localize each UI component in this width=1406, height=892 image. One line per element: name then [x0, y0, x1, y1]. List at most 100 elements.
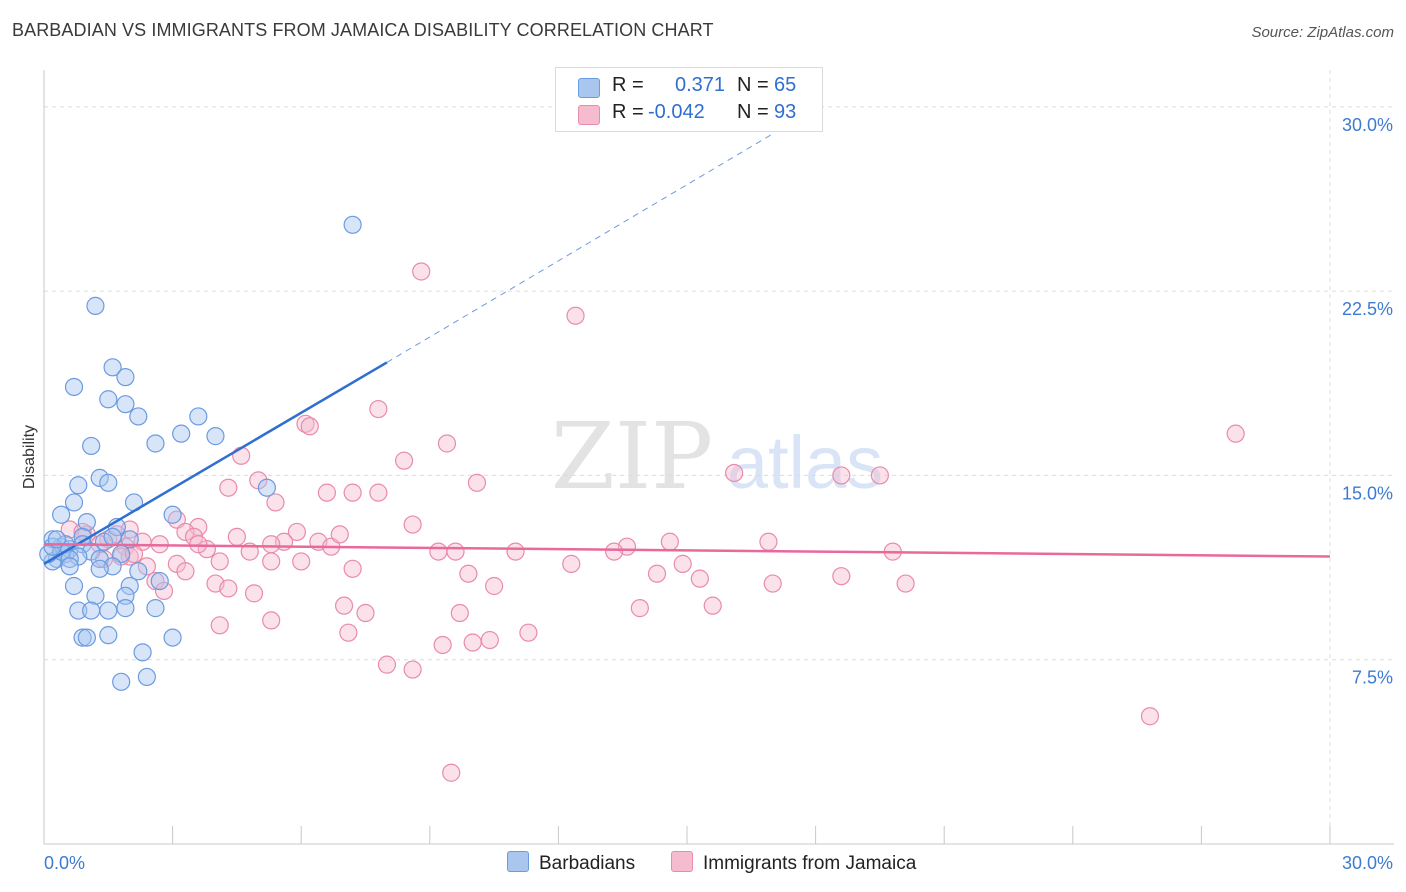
- point-barbadians-3: [64, 377, 84, 397]
- point-barbadians-13: [69, 476, 88, 495]
- point-jamaica-66: [832, 567, 851, 586]
- source-credit: Source: ZipAtlas.com: [1251, 24, 1394, 41]
- point-jamaica-21: [403, 515, 422, 534]
- point-jamaica-78: [433, 635, 452, 655]
- x-tick-label-0: 0.0%: [44, 853, 85, 873]
- point-barbadians-48: [86, 586, 105, 605]
- point-jamaica-51: [343, 559, 362, 578]
- legend-n-value-pink: 93: [774, 101, 797, 123]
- point-barbadians-15: [99, 473, 118, 492]
- point-jamaica-50: [292, 552, 311, 571]
- point-jamaica-39: [262, 535, 281, 554]
- axes: [43, 70, 1394, 845]
- point-jamaica-57: [137, 557, 156, 576]
- point-barbadians-0: [343, 215, 362, 234]
- point-barbadians-44: [129, 562, 148, 581]
- point-barbadians-45: [150, 571, 169, 591]
- correlation-legend: R = 0.371 N = 65 R = -0.042 N = 93: [555, 67, 823, 132]
- point-jamaica-0: [412, 262, 431, 281]
- point-jamaica-55: [647, 564, 667, 583]
- point-jamaica-84: [442, 763, 461, 782]
- legend-r-label: R =: [612, 74, 644, 96]
- bottom-legend-jamaica: Immigrants from Jamaica: [671, 851, 916, 875]
- point-jamaica-30: [227, 527, 246, 546]
- point-jamaica-15: [343, 483, 362, 502]
- bottom-legend-label-jamaica: Immigrants from Jamaica: [703, 853, 917, 874]
- point-jamaica-48: [210, 552, 229, 571]
- chart-title: BARBADIAN VS IMMIGRANTS FROM JAMAICA DIS…: [12, 20, 714, 40]
- point-jamaica-53: [446, 542, 465, 561]
- point-jamaica-35: [759, 532, 778, 551]
- point-jamaica-5: [1226, 424, 1245, 443]
- point-jamaica-61: [219, 579, 238, 598]
- y-tick-label-3: 30.0%: [1342, 115, 1393, 135]
- point-jamaica-62: [244, 584, 264, 603]
- point-barbadians-54: [99, 601, 118, 620]
- point-jamaica-6: [437, 434, 457, 453]
- legend-r-value-blue: 0.371: [675, 74, 726, 96]
- legend-n-value-blue: 65: [774, 74, 797, 96]
- point-jamaica-73: [703, 596, 722, 615]
- point-barbadians-21: [163, 505, 182, 524]
- point-barbadians-40: [60, 549, 79, 569]
- point-jamaica-11: [870, 466, 890, 485]
- point-jamaica-82: [403, 660, 422, 679]
- point-jamaica-41: [429, 542, 448, 561]
- point-barbadians-46: [64, 576, 84, 596]
- point-jamaica-67: [896, 574, 915, 593]
- bottom-swatch-pink: [671, 851, 693, 872]
- point-barbadians-14: [90, 468, 109, 487]
- trendline-barbadians-extension: [386, 133, 773, 363]
- point-barbadians-61: [112, 672, 131, 691]
- legend-row-barbadians: R = 0.371 N = 65: [556, 74, 822, 100]
- point-barbadians-63: [103, 527, 122, 546]
- bottom-legend-barbadians: Barbadians: [507, 851, 635, 875]
- point-barbadians-6: [116, 395, 135, 414]
- point-barbadians-59: [133, 643, 152, 662]
- series-jamaica-points: [60, 262, 1245, 782]
- trendline-jamaica: [43, 542, 1331, 558]
- point-jamaica-77: [519, 623, 538, 642]
- y-tick-label-2: 22.5%: [1342, 299, 1393, 319]
- point-barbadians-52: [82, 601, 101, 620]
- bottom-legend-label-barbadians: Barbadians: [539, 853, 636, 874]
- point-barbadians-17: [64, 493, 84, 512]
- point-barbadians-5: [116, 368, 135, 387]
- y-tick-label-1: 15.0%: [1342, 483, 1393, 503]
- y-axis-label: Disability: [21, 425, 38, 489]
- point-barbadians-20: [77, 513, 96, 532]
- watermark-zip: ZIP: [551, 403, 713, 510]
- point-jamaica-10: [832, 466, 851, 485]
- point-barbadians-57: [99, 626, 118, 645]
- point-barbadians-60: [137, 667, 156, 687]
- point-barbadians-8: [189, 407, 208, 426]
- point-jamaica-91: [189, 535, 208, 554]
- point-jamaica-75: [262, 611, 281, 630]
- point-jamaica-79: [463, 633, 482, 652]
- point-jamaica-12: [219, 478, 238, 497]
- y-tick-label-0: 7.5%: [1352, 668, 1393, 688]
- point-jamaica-1: [566, 306, 585, 325]
- point-barbadians-11: [82, 436, 101, 456]
- point-jamaica-71: [450, 603, 469, 623]
- point-barbadians-12: [146, 434, 165, 453]
- legend-row-jamaica: R = -0.042 N = 93: [556, 101, 822, 127]
- bottom-swatch-blue: [507, 851, 529, 872]
- x-tick-label-1: 30.0%: [1342, 853, 1393, 873]
- point-barbadians-47: [120, 576, 139, 596]
- point-barbadians-1: [86, 296, 105, 315]
- trendline-barbadians: [43, 361, 388, 565]
- point-barbadians-56: [77, 628, 96, 647]
- point-jamaica-52: [459, 564, 478, 583]
- point-jamaica-83: [1140, 707, 1160, 726]
- point-jamaica-18: [266, 493, 285, 512]
- point-jamaica-54: [562, 554, 581, 573]
- point-jamaica-14: [317, 483, 337, 502]
- legend-n-label: N =: [737, 101, 769, 123]
- point-barbadians-50: [116, 599, 135, 618]
- tick-labels: 7.5% 15.0% 22.5% 30.0% 0.0% 30.0%: [44, 115, 1393, 873]
- point-barbadians-58: [163, 628, 182, 647]
- watermark-atlas: atlas: [727, 421, 883, 504]
- point-jamaica-85: [176, 562, 195, 581]
- point-jamaica-80: [480, 630, 499, 650]
